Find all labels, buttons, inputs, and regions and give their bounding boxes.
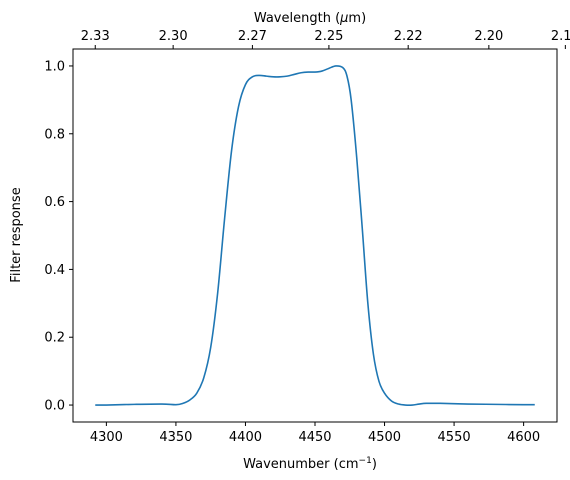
top-tick-label: 2.25 xyxy=(314,29,343,44)
x-tick-label: 4550 xyxy=(438,430,471,445)
y-tick-label: 0.2 xyxy=(44,331,65,346)
y-tick-label: 0.6 xyxy=(44,195,65,210)
plot-content xyxy=(95,65,535,406)
top-tick-label: 2.20 xyxy=(474,29,503,44)
x-tick-label: 4400 xyxy=(229,430,262,445)
series-line-0 xyxy=(95,65,535,406)
x-tick-label: 4450 xyxy=(298,430,331,445)
left-axis-ticks: 0.0 0.2 0.4 0.6 0.8 1.0 xyxy=(44,59,73,414)
plot-frame xyxy=(72,48,558,423)
top-tick-label: 2.33 xyxy=(81,29,110,44)
x-tick-label: 4600 xyxy=(507,430,540,445)
top-axis-ticks: 2.33 2.30 2.27 2.25 2.22 2.20 2.17 xyxy=(81,29,570,49)
y-tick-label: 1.0 xyxy=(44,59,65,74)
top-tick-label: 2.22 xyxy=(394,29,423,44)
x-tick-label: 4350 xyxy=(159,430,192,445)
top-tick-label: 2.27 xyxy=(238,29,267,44)
y-tick-label: 0.8 xyxy=(44,127,65,142)
top-axis-label: Wavelength (μm) xyxy=(254,11,366,26)
bottom-axis-ticks: 4300 4350 4400 4450 4500 4550 4600 xyxy=(90,422,540,445)
x-tick-label: 4300 xyxy=(90,430,123,445)
y-tick-label: 0.4 xyxy=(44,263,65,278)
y-tick-label: 0.0 xyxy=(44,399,65,414)
top-tick-label: 2.17 xyxy=(551,29,570,44)
x-axis-label: Wavenumber (cm−1) xyxy=(243,456,377,472)
y-axis-label: Filter response xyxy=(9,187,24,282)
x-tick-label: 4500 xyxy=(368,430,401,445)
top-tick-label: 2.30 xyxy=(159,29,188,44)
